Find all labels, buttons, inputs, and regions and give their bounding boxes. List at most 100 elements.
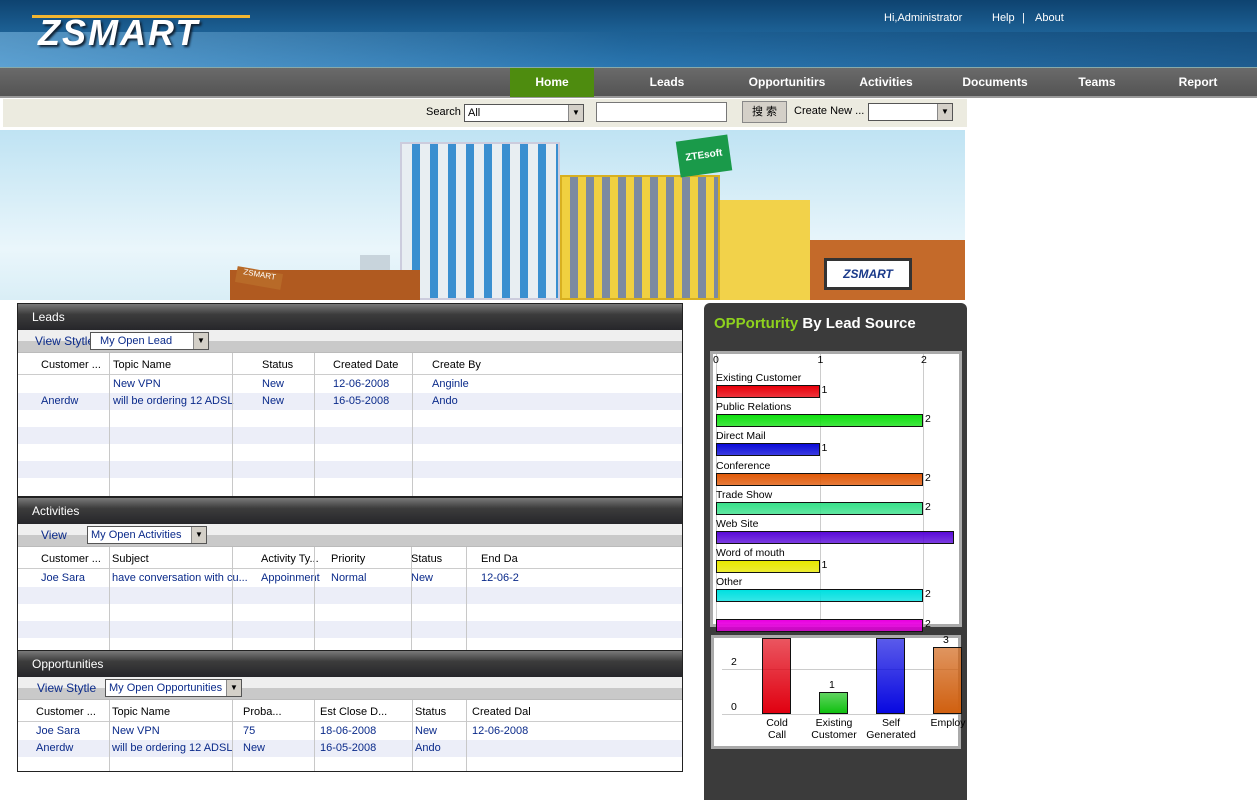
data-label: 2	[925, 471, 931, 484]
chart-title: OPPorturity By Lead Source	[714, 315, 916, 332]
table-row[interactable]: Anerdw will be ordering 12 ADSL New 16-05-2…	[18, 393, 682, 410]
table-row[interactable]	[18, 410, 682, 427]
table-row[interactable]	[18, 427, 682, 444]
gridline	[819, 354, 821, 624]
column-header[interactable]: Created Dal	[472, 706, 531, 718]
chevron-down-icon[interactable]: ▼	[568, 105, 583, 121]
data-label: 2	[925, 500, 931, 513]
column-header[interactable]: Status	[262, 359, 294, 371]
bar-word-of-mouth	[716, 560, 820, 574]
nav-documents[interactable]: Documents	[962, 75, 1028, 89]
table-row[interactable]	[18, 587, 682, 604]
column-divider	[466, 547, 467, 650]
table-cell: New	[411, 572, 434, 584]
category-label-line: Employ	[930, 717, 966, 729]
opportunities-view-select[interactable]: My Open Opportunities ▼	[105, 679, 242, 697]
table-row[interactable]	[18, 478, 682, 495]
table-row[interactable]	[18, 638, 682, 650]
chart-title-rest: By Lead Source	[802, 315, 916, 332]
table-row[interactable]	[18, 604, 682, 621]
category-label-line: Existing	[815, 717, 853, 729]
activities-title: Activities	[18, 498, 682, 524]
leads-view-row: View Stytle My Open Lead ▼	[18, 330, 682, 353]
column-divider	[109, 700, 110, 771]
chevron-down-icon[interactable]: ▼	[191, 527, 206, 543]
search-scope-select[interactable]: All ▼	[464, 104, 584, 122]
gridline	[722, 669, 958, 670]
chevron-down-icon[interactable]: ▼	[226, 680, 241, 696]
column-header[interactable]: Create By	[432, 359, 481, 371]
table-row[interactable]	[18, 621, 682, 638]
column-divider	[314, 547, 315, 650]
banner-building	[560, 175, 720, 300]
leads-view-select[interactable]: My Open Lead ▼	[90, 332, 209, 350]
leads-view-value: My Open Lead	[100, 335, 173, 347]
nav-leads[interactable]: Leads	[649, 75, 685, 89]
bar-web-site	[716, 531, 955, 544]
category-label: Public Relations	[716, 401, 792, 414]
table-cell: Joe Sara	[36, 725, 81, 737]
app-header	[0, 0, 1257, 67]
table-row[interactable]: Joe Sara have conversation with cu... Appo…	[18, 570, 682, 587]
table-cell: Ando	[432, 395, 458, 407]
lead-type-column-chart: 0 2 Cold Call 1 Existing Customer Self Generated…	[711, 634, 966, 749]
table-cell: Anginle	[432, 378, 469, 390]
column-header[interactable]: Customer ...	[36, 706, 96, 718]
table-cell: New	[262, 395, 285, 407]
search-input[interactable]	[596, 102, 727, 122]
column-header[interactable]: Customer ...	[41, 553, 101, 565]
column-header[interactable]: Priority	[331, 553, 366, 565]
column-header[interactable]: Proba...	[243, 706, 282, 718]
column-header[interactable]: Topic Name	[112, 706, 171, 718]
nav-activities[interactable]: Activities	[859, 75, 913, 89]
column-header[interactable]: Est Close D...	[320, 706, 388, 718]
column-header[interactable]: Topic Name	[113, 359, 172, 371]
table-row[interactable]: Joe Sara New VPN 75 18-06-2008 New 12-06-2008	[18, 723, 682, 740]
column-header[interactable]: Status	[411, 553, 443, 565]
chevron-down-icon[interactable]: ▼	[193, 333, 208, 349]
table-cell: New	[262, 378, 285, 390]
data-label: 2	[925, 588, 931, 601]
category-label-line: Customer	[811, 729, 857, 741]
table-cell: have conversation with cu...	[112, 572, 248, 584]
nav-report[interactable]: Report	[1178, 75, 1218, 89]
column-header[interactable]: End Da	[481, 553, 518, 565]
column-header[interactable]: Created Date	[333, 359, 399, 371]
activities-view-select[interactable]: My Open Activities ▼	[87, 526, 207, 544]
create-new-select[interactable]: ▼	[868, 103, 953, 121]
table-row[interactable]	[18, 461, 682, 478]
opportunities-table: Customer ... Topic Name Proba... Est Close …	[18, 700, 682, 771]
nav-teams[interactable]: Teams	[1078, 75, 1116, 89]
column-header[interactable]: Activity Ty...	[261, 553, 319, 565]
nav-opportunities[interactable]: Opportunitirs	[748, 75, 826, 89]
search-button[interactable]: 搜 索	[742, 101, 787, 123]
table-cell: Anerdw	[36, 742, 74, 754]
about-link[interactable]: About	[1035, 12, 1064, 24]
table-cell: 12-06-2	[481, 572, 519, 584]
table-cell: New	[243, 742, 266, 754]
column-divider	[109, 547, 110, 650]
help-link[interactable]: Help	[992, 12, 1015, 24]
logo-accent	[32, 15, 250, 18]
table-cell: 16-05-2008	[333, 395, 390, 407]
table-row[interactable]	[18, 444, 682, 461]
column-header[interactable]: Customer ...	[41, 359, 101, 371]
data-label: 1	[829, 678, 835, 691]
column-header[interactable]: Subject	[112, 553, 149, 565]
table-row[interactable]: Anerdw will be ordering 12 ADSL New 16-05-2…	[18, 740, 682, 757]
category-label: Employ	[921, 717, 975, 729]
link-separator: |	[1022, 12, 1025, 24]
opportunities-view-value: My Open Opportunities	[109, 682, 223, 694]
activities-view-label: View	[41, 528, 67, 542]
greeting-text: Hi,Administrator	[884, 12, 963, 24]
column-header[interactable]: Status	[415, 706, 447, 718]
zsmart-logo[interactable]: ZSMART	[38, 12, 200, 53]
gridline	[716, 354, 717, 624]
table-cell: Joe Sara	[41, 572, 86, 584]
nav-home[interactable]: Home	[510, 68, 594, 97]
leads-view-label: View Stytle	[35, 334, 95, 348]
opportunities-view-label: View Stytle	[37, 681, 97, 695]
table-row[interactable]: New VPN New 12-06-2008 Anginle	[18, 376, 682, 393]
chevron-down-icon[interactable]: ▼	[937, 104, 952, 120]
table-row[interactable]	[18, 757, 682, 771]
